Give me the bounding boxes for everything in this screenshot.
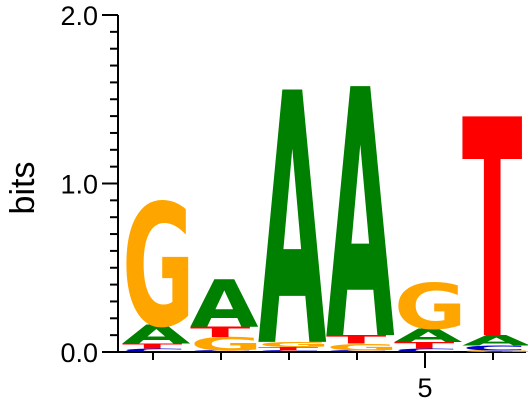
x-ticks: 5 bbox=[152, 352, 494, 400]
logo-letter-g: G bbox=[394, 271, 467, 343]
logo-letter-t: T bbox=[462, 58, 522, 400]
logo-letter-a: A bbox=[394, 325, 463, 346]
logo-letter-t: T bbox=[258, 346, 319, 351]
logo-letter-t: T bbox=[326, 333, 386, 347]
logo-letter-a: A bbox=[326, 18, 395, 400]
logo-letter-c: C bbox=[190, 350, 255, 353]
logo-letter-g: G bbox=[462, 350, 528, 353]
logo-letter-g: G bbox=[326, 342, 399, 353]
logo-letter-g: G bbox=[258, 341, 331, 349]
y-tick-label: 2.0 bbox=[60, 1, 98, 31]
logo-letter-c: C bbox=[462, 344, 527, 352]
logo-letter-a: A bbox=[462, 332, 528, 348]
logo-letter-a: A bbox=[190, 268, 259, 343]
logo-letter-g: G bbox=[190, 334, 263, 355]
logo-letter-g: G bbox=[122, 169, 195, 366]
x-tick-label: 5 bbox=[417, 373, 432, 400]
logo-letter-c: C bbox=[122, 348, 187, 353]
logo-letter-t: T bbox=[190, 324, 250, 340]
y-axis-label: bits bbox=[4, 162, 42, 215]
logo-letter-c: C bbox=[326, 350, 391, 353]
logo-letter-t: T bbox=[394, 340, 454, 351]
y-tick-label: 1.0 bbox=[60, 170, 98, 200]
y-tick-label: 0.0 bbox=[60, 338, 98, 368]
logo-letter-a: A bbox=[122, 321, 191, 350]
logo-letter-a: A bbox=[258, 20, 327, 400]
logo-letter-c: C bbox=[258, 350, 323, 353]
logo-letter-t: T bbox=[122, 342, 183, 350]
logo-letter-c: C bbox=[394, 348, 459, 353]
y-ticks: 0.0 1.0 2.0 bbox=[60, 1, 118, 368]
